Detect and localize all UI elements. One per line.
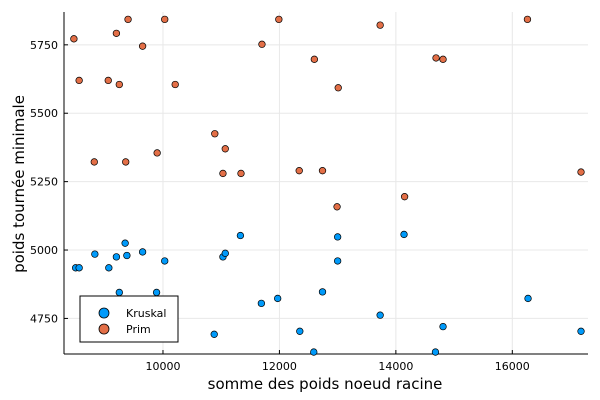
legend-label-kruskal: Kruskal — [126, 307, 166, 320]
y-tick-label: 4750 — [30, 312, 58, 325]
data-point-prim — [310, 55, 319, 63]
legend-label-prim: Prim — [126, 323, 151, 336]
data-point-kruskal — [524, 294, 532, 303]
data-point-prim — [171, 80, 179, 89]
data-point-kruskal — [257, 299, 266, 308]
data-point-kruskal — [221, 249, 229, 257]
y-tick-label: 5000 — [30, 244, 58, 257]
x-tick-label: 16000 — [495, 360, 530, 373]
data-point-kruskal — [376, 311, 384, 319]
data-point-prim — [122, 158, 130, 166]
data-point-prim — [75, 76, 83, 85]
data-point-prim — [258, 40, 266, 48]
legend-marker-kruskal — [98, 307, 110, 319]
data-point-prim — [221, 145, 229, 153]
data-point-prim — [577, 168, 585, 176]
data-point-prim — [115, 80, 123, 89]
data-point-kruskal — [318, 288, 327, 296]
data-point-prim — [439, 55, 447, 63]
data-point-prim — [334, 84, 342, 92]
x-tick-label: 12000 — [262, 360, 297, 373]
data-point-prim — [318, 167, 327, 175]
legend-box — [79, 295, 179, 343]
axes — [63, 12, 588, 355]
data-point-prim — [275, 15, 283, 24]
data-point-prim — [211, 130, 219, 138]
data-point-kruskal — [236, 231, 245, 240]
y-axis-label: poids tournée minimale — [10, 95, 28, 273]
data-point-kruskal — [105, 264, 113, 272]
data-point-prim — [523, 15, 532, 24]
data-point-prim — [400, 193, 409, 201]
data-point-prim — [295, 167, 303, 175]
data-points — [70, 15, 585, 356]
y-tick-label: 5250 — [30, 176, 58, 189]
data-point-kruskal — [296, 327, 304, 335]
data-point-kruskal — [91, 250, 99, 258]
data-point-prim — [138, 42, 147, 50]
legend: Kruskal Prim — [79, 295, 179, 343]
data-point-prim — [112, 29, 121, 37]
data-point-prim — [153, 149, 161, 157]
data-point-prim — [376, 21, 384, 29]
data-point-kruskal — [310, 348, 318, 356]
tick-labels: 10000 12000 14000 16000 4750 5000 5250 5500 5750 — [30, 39, 530, 373]
x-axis-label: somme des poids noeud racine — [208, 375, 443, 393]
data-point-kruskal — [274, 294, 282, 303]
legend-marker-prim — [98, 323, 110, 335]
data-point-kruskal — [138, 248, 147, 256]
data-point-prim — [124, 15, 132, 24]
data-point-prim — [70, 35, 78, 43]
data-point-kruskal — [400, 230, 408, 239]
data-point-prim — [104, 76, 112, 85]
data-point-prim — [161, 15, 169, 24]
data-point-kruskal — [115, 288, 123, 297]
data-point-kruskal — [75, 264, 83, 272]
y-tick-label: 5750 — [30, 39, 58, 52]
data-point-kruskal — [112, 253, 121, 261]
data-point-kruskal — [161, 257, 169, 265]
data-point-kruskal — [333, 257, 342, 265]
data-point-kruskal — [121, 239, 129, 247]
data-point-kruskal — [577, 327, 585, 335]
x-tick-label: 14000 — [378, 360, 413, 373]
data-point-prim — [219, 169, 227, 178]
data-point-prim — [333, 203, 341, 211]
data-point-prim — [237, 169, 245, 178]
y-tick-label: 5500 — [30, 107, 58, 120]
data-point-kruskal — [123, 251, 131, 260]
data-point-kruskal — [431, 348, 440, 356]
data-point-prim — [432, 54, 440, 62]
x-tick-label: 10000 — [145, 360, 180, 373]
data-point-prim — [90, 158, 98, 166]
data-point-kruskal — [152, 288, 161, 297]
data-point-kruskal — [210, 330, 218, 338]
data-point-kruskal — [439, 322, 447, 331]
data-point-kruskal — [333, 233, 342, 241]
